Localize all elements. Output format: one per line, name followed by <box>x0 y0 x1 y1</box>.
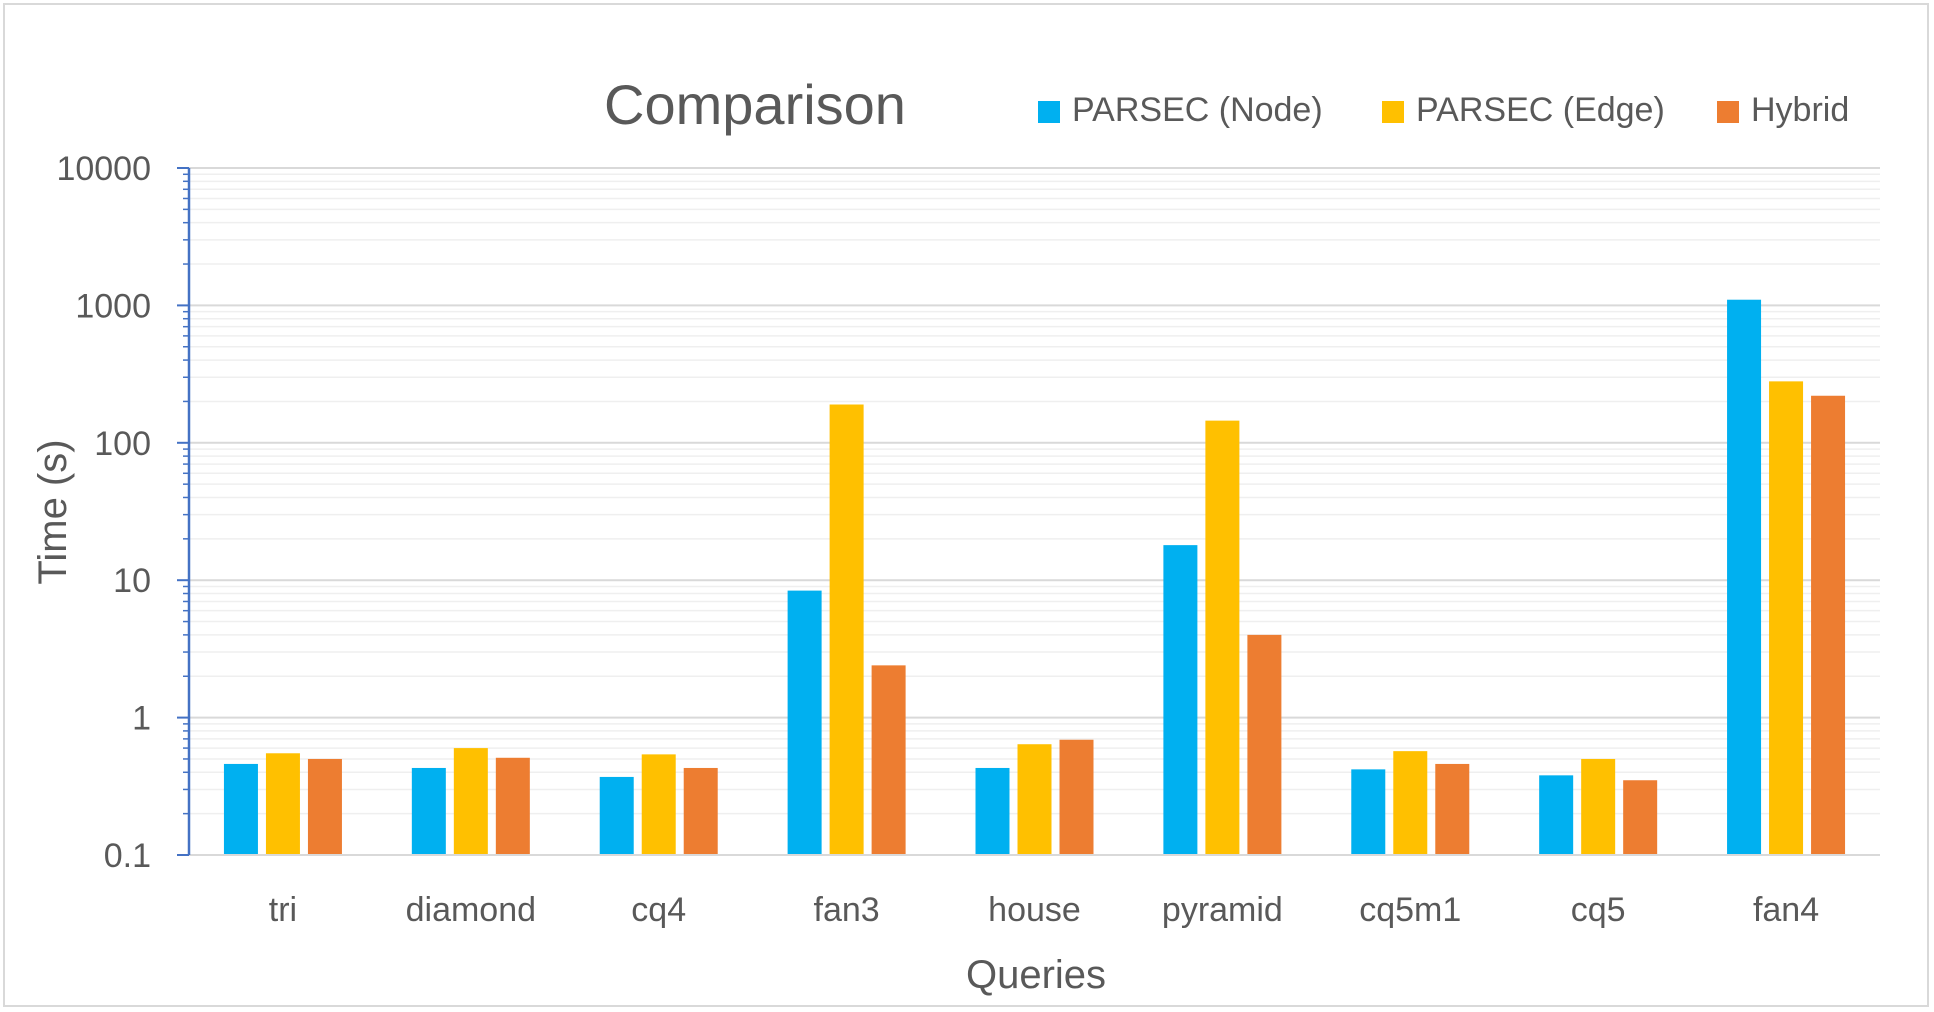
bar-fan3-hybrid <box>871 665 906 855</box>
bar-pyramid-hybrid <box>1247 634 1282 855</box>
x-tick-label: pyramid <box>1162 891 1283 929</box>
legend-item: Hybrid <box>1717 91 1849 129</box>
legend-swatch <box>1717 101 1739 123</box>
bar-diamond-parsec-node <box>411 767 446 855</box>
bar-diamond-hybrid <box>495 757 530 855</box>
y-tick-label: 100 <box>94 425 151 463</box>
x-tick-label: diamond <box>406 891 536 929</box>
legend-item: PARSEC (Edge) <box>1382 91 1665 129</box>
legend-swatch <box>1038 101 1060 123</box>
bar-cq5m1-parsec-edge <box>1393 751 1428 855</box>
x-tick-label: fan3 <box>814 891 880 929</box>
bar-cq4-hybrid <box>683 767 718 855</box>
bar-diamond-parsec-edge <box>453 748 488 855</box>
bar-cq5m1-parsec-node <box>1351 769 1386 855</box>
bars <box>223 299 1846 855</box>
bar-fan4-parsec-edge <box>1769 381 1804 855</box>
bar-pyramid-parsec-node <box>1163 545 1198 855</box>
legend: PARSEC (Node) PARSEC (Edge) Hybrid <box>1038 91 1849 129</box>
bar-house-hybrid <box>1059 739 1094 855</box>
bar-fan3-parsec-node <box>787 590 822 855</box>
bar-house-parsec-node <box>975 767 1010 855</box>
x-tick-label: fan4 <box>1753 891 1819 929</box>
legend-swatch <box>1382 101 1404 123</box>
gridlines <box>189 167 1880 815</box>
y-tick-label: 1 <box>132 700 151 738</box>
y-axis-label: Time (s) <box>31 439 75 584</box>
axes: 0.1 1 10 100 1000 10000 tri diamond cq4 fan3 house… <box>56 150 1880 929</box>
bar-cq4-parsec-node <box>599 776 634 855</box>
bar-tri-hybrid <box>307 758 342 855</box>
legend-label: PARSEC (Edge) <box>1416 91 1665 129</box>
bar-fan3-parsec-edge <box>829 404 864 855</box>
x-axis-label: Queries <box>966 953 1106 997</box>
legend-label: Hybrid <box>1751 91 1849 129</box>
y-tick-label: 10000 <box>56 150 151 188</box>
bar-cq5-parsec-node <box>1539 775 1574 855</box>
bar-fan4-parsec-node <box>1727 299 1762 855</box>
legend-label: PARSEC (Node) <box>1072 91 1323 129</box>
y-tick-label: 0.1 <box>104 837 151 875</box>
x-tick-label: cq5m1 <box>1359 891 1461 929</box>
bar-house-parsec-edge <box>1017 744 1052 855</box>
legend-item: PARSEC (Node) <box>1038 91 1323 129</box>
bar-cq5-hybrid <box>1623 780 1658 855</box>
bar-cq5m1-hybrid <box>1435 763 1470 855</box>
y-tick-label: 10 <box>113 562 151 600</box>
bar-fan4-hybrid <box>1811 395 1846 855</box>
bar-cq4-parsec-edge <box>641 754 676 855</box>
chart-title: Comparison <box>604 73 906 136</box>
x-tick-label: cq5 <box>1571 891 1626 929</box>
bar-cq5-parsec-edge <box>1581 758 1616 855</box>
x-tick-label: tri <box>269 891 297 929</box>
bar-tri-parsec-node <box>223 763 258 855</box>
bar-pyramid-parsec-edge <box>1205 420 1240 855</box>
y-tick-label: 1000 <box>75 287 151 325</box>
x-tick-label: cq4 <box>631 891 686 929</box>
x-tick-label: house <box>988 891 1081 929</box>
bar-tri-parsec-edge <box>265 753 300 855</box>
